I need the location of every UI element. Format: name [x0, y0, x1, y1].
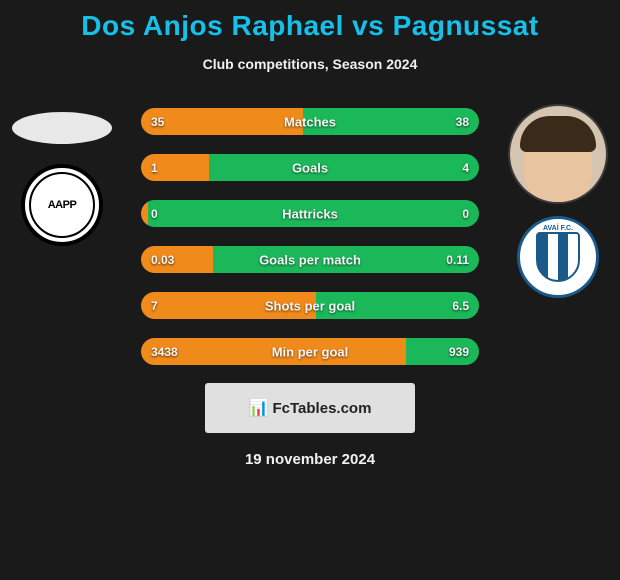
stat-label: Goals per match: [259, 252, 361, 267]
stat-bar-left: [141, 108, 303, 135]
stat-value-right: 38: [456, 115, 469, 129]
stat-row: 1 Goals 4: [141, 154, 479, 181]
stat-row: 7 Shots per goal 6.5: [141, 292, 479, 319]
club-badge-text: AAPP: [48, 199, 77, 211]
stat-value-left: 0: [151, 207, 158, 221]
stat-value-left: 3438: [151, 345, 178, 359]
stat-label: Goals: [292, 160, 328, 175]
watermark: 📊 FcTables.com: [205, 383, 415, 433]
stat-row: 0.03 Goals per match 0.11: [141, 246, 479, 273]
stat-bar-left: [141, 200, 148, 227]
stat-row: 0 Hattricks 0: [141, 200, 479, 227]
stat-value-left: 1: [151, 161, 158, 175]
player-right-club-badge: AVAÍ F.C.: [517, 216, 599, 298]
stat-bar-right: [209, 154, 479, 181]
watermark-text: FcTables.com: [273, 400, 372, 417]
shield-icon: [536, 232, 580, 282]
player-right-avatar: [508, 104, 608, 204]
stat-row: 35 Matches 38: [141, 108, 479, 135]
stat-value-left: 0.03: [151, 253, 174, 267]
stat-value-right: 0: [462, 207, 469, 221]
snapshot-date: 19 november 2024: [8, 451, 612, 468]
stat-value-right: 6.5: [452, 299, 469, 313]
stat-row: 3438 Min per goal 939: [141, 338, 479, 365]
player-right-column: AVAÍ F.C.: [508, 104, 608, 298]
season-subtitle: Club competitions, Season 2024: [8, 56, 612, 72]
stats-area: AAPP AVAÍ F.C. 35 Matches 38: [8, 108, 612, 365]
player-left-club-badge: AAPP: [21, 164, 103, 246]
player-left-avatar: [12, 112, 112, 144]
stat-label: Matches: [284, 114, 336, 129]
stat-label: Min per goal: [272, 344, 349, 359]
stat-value-right: 0.11: [446, 253, 469, 267]
club-badge-text: AVAÍ F.C.: [543, 225, 573, 232]
stat-value-right: 4: [462, 161, 469, 175]
stat-bars: 35 Matches 38 1 Goals 4 0 Hattricks 0 0.…: [141, 108, 479, 365]
stat-value-left: 7: [151, 299, 158, 313]
comparison-title: Dos Anjos Raphael vs Pagnussat: [8, 10, 612, 42]
stat-label: Shots per goal: [265, 298, 355, 313]
chart-icon: 📊: [249, 398, 269, 418]
stat-label: Hattricks: [282, 206, 338, 221]
player-left-column: AAPP: [12, 104, 112, 246]
stat-value-left: 35: [151, 115, 164, 129]
stat-value-right: 939: [449, 345, 469, 359]
